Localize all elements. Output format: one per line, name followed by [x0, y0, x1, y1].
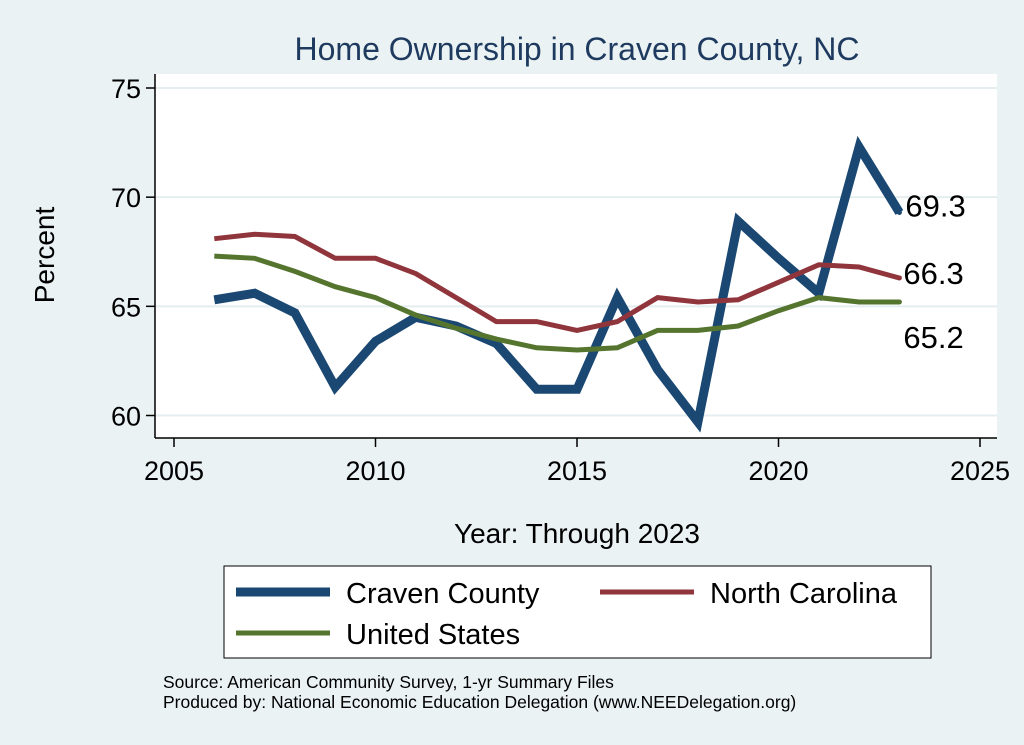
series-line-1: [214, 231, 901, 333]
produced-by-note: Produced by: National Economic Education…: [163, 692, 797, 712]
series-lines: [213, 135, 904, 433]
end-point: [896, 209, 902, 215]
x-tick-label: 2020: [748, 456, 808, 486]
chart-title: Home Ownership in Craven County, NC: [295, 31, 860, 67]
plot-area: [155, 74, 997, 438]
x-tick-label: 2010: [345, 456, 405, 486]
x-tick-label: 2025: [950, 456, 1010, 486]
x-axis-label: Year: Through 2023: [454, 518, 700, 549]
end-value-label: 65.2: [903, 320, 963, 355]
end-value-label: 69.3: [905, 188, 965, 223]
legend-label-2: United States: [346, 619, 520, 651]
legend: Craven County North Carolina United States: [236, 578, 898, 651]
y-axis-ticks: 60 65 70 75: [111, 74, 155, 432]
y-tick-label: 70: [111, 183, 141, 213]
source-note: Source: American Community Survey, 1-yr …: [163, 672, 614, 692]
end-value-label: 66.3: [903, 256, 963, 291]
y-axis-label: Percent: [29, 207, 60, 304]
end-point: [896, 275, 902, 281]
end-point: [896, 299, 902, 305]
legend-label-0: Craven County: [346, 578, 540, 610]
series-line-2: [214, 253, 900, 353]
legend-label-1: North Carolina: [710, 578, 898, 610]
x-tick-label: 2005: [144, 456, 204, 486]
end-labels: 69.3 66.3 65.2: [903, 188, 965, 355]
x-axis-ticks: 2005 2010 2015 2020 2025: [144, 438, 1010, 486]
y-tick-label: 75: [111, 74, 141, 104]
legend-box: [223, 565, 932, 659]
y-tick-label: 60: [111, 402, 141, 432]
x-tick-label: 2015: [547, 456, 607, 486]
axes: [154, 74, 997, 439]
y-tick-label: 65: [111, 292, 141, 322]
gridlines: [155, 87, 997, 417]
series-line-0: [213, 135, 904, 433]
